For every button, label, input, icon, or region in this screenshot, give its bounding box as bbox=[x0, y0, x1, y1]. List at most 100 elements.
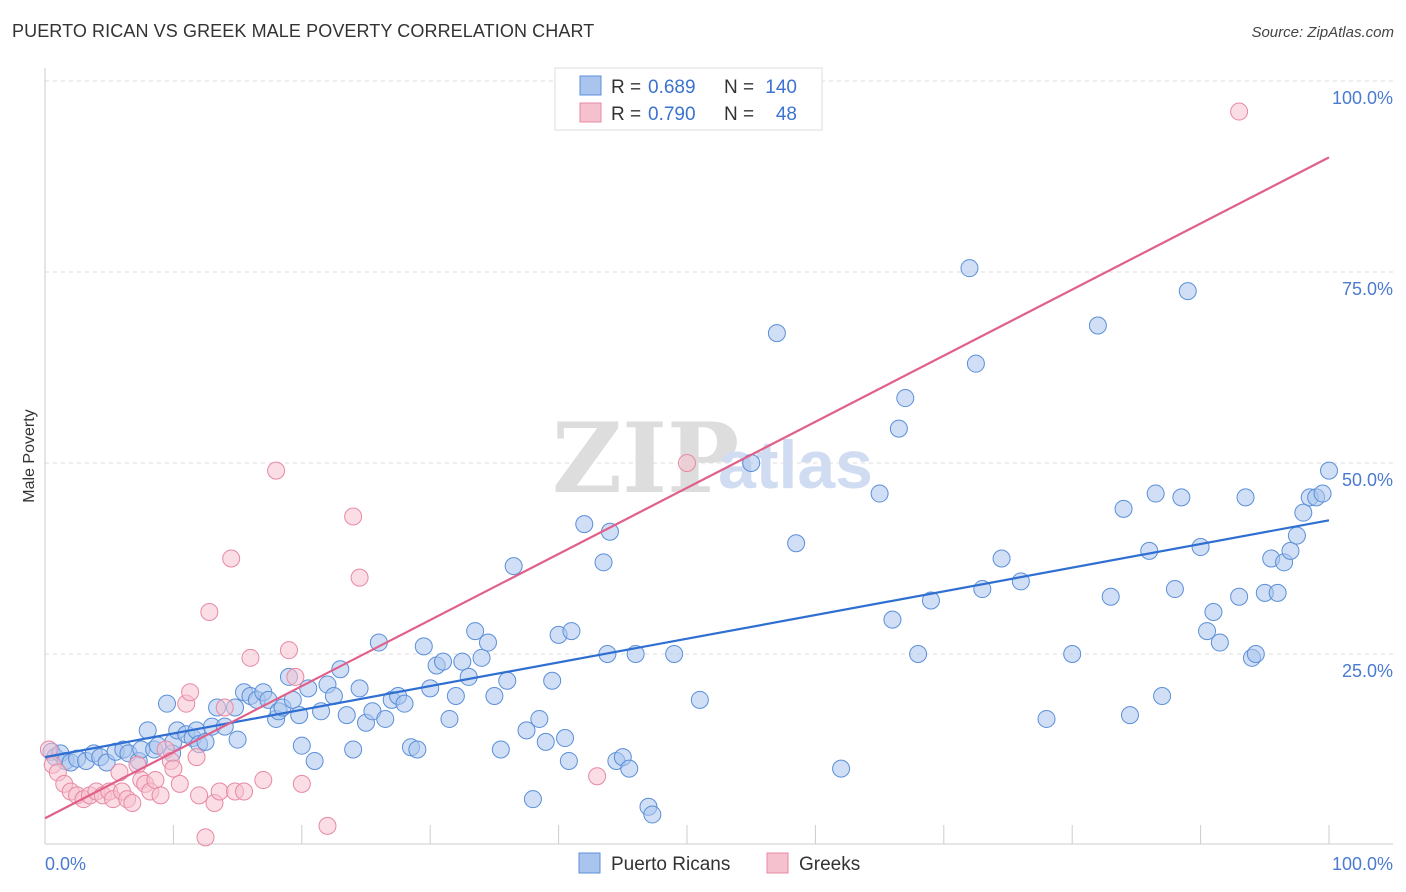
data-point-puerto-ricans bbox=[543, 671, 562, 690]
data-point-puerto-ricans bbox=[1230, 587, 1249, 606]
data-point-puerto-ricans bbox=[966, 354, 985, 373]
x-axis-ticks bbox=[172, 825, 1330, 844]
data-point-puerto-ricans bbox=[453, 652, 472, 671]
legend-n-value: 140 bbox=[765, 77, 797, 98]
data-point-puerto-ricans bbox=[1191, 538, 1210, 557]
data-point-puerto-ricans bbox=[921, 591, 940, 610]
data-point-greeks bbox=[200, 602, 219, 621]
data-point-greeks bbox=[292, 774, 311, 793]
series-legend-swatch-greeks bbox=[766, 852, 789, 874]
watermark-atlas: atlas bbox=[718, 427, 873, 503]
data-point-greeks bbox=[123, 793, 142, 812]
data-point-puerto-ricans bbox=[559, 751, 578, 770]
data-point-puerto-ricans bbox=[1120, 706, 1139, 725]
data-point-greeks bbox=[279, 641, 298, 660]
data-point-greeks bbox=[181, 683, 200, 702]
data-point-puerto-ricans bbox=[491, 740, 510, 759]
data-point-puerto-ricans bbox=[1198, 622, 1217, 641]
series-legend: Puerto Ricans Greeks bbox=[578, 852, 860, 875]
trend-line-puerto-ricans bbox=[44, 519, 1330, 759]
legend-r-label: R = bbox=[611, 104, 641, 125]
data-point-puerto-ricans bbox=[408, 740, 427, 759]
data-point-puerto-ricans bbox=[896, 389, 915, 408]
data-point-puerto-ricans bbox=[478, 633, 497, 652]
data-point-greeks bbox=[151, 786, 170, 805]
data-point-puerto-ricans bbox=[1294, 503, 1313, 522]
data-point-puerto-ricans bbox=[1313, 484, 1332, 503]
data-point-puerto-ricans bbox=[909, 645, 928, 663]
data-point-puerto-ricans bbox=[530, 709, 549, 728]
data-point-puerto-ricans bbox=[960, 259, 979, 278]
data-point-puerto-ricans bbox=[446, 687, 465, 706]
legend-n-label: N = bbox=[724, 77, 754, 98]
data-point-puerto-ricans bbox=[523, 790, 542, 809]
data-point-puerto-ricans bbox=[1101, 587, 1120, 606]
watermark-zip: ZIP bbox=[552, 402, 739, 515]
data-point-greeks bbox=[318, 816, 337, 835]
data-point-puerto-ricans bbox=[498, 671, 517, 690]
data-point-greeks bbox=[190, 786, 209, 805]
y-tick-label: 100.0% bbox=[1332, 88, 1393, 108]
data-point-puerto-ricans bbox=[292, 736, 311, 755]
legend-r-value: 0.689 bbox=[648, 77, 696, 98]
legend-r-label: R = bbox=[611, 77, 641, 98]
data-point-puerto-ricans bbox=[1153, 687, 1172, 706]
data-point-puerto-ricans bbox=[575, 515, 594, 534]
legend-n-label: N = bbox=[724, 104, 754, 125]
data-point-puerto-ricans bbox=[1268, 583, 1287, 602]
data-point-puerto-ricans bbox=[421, 679, 440, 698]
y-tick-label: 75.0% bbox=[1342, 279, 1393, 299]
data-point-greeks bbox=[146, 771, 165, 790]
data-point-puerto-ricans bbox=[350, 679, 369, 698]
data-point-greeks bbox=[196, 828, 215, 847]
data-point-puerto-ricans bbox=[305, 751, 324, 770]
data-point-puerto-ricans bbox=[832, 759, 851, 778]
data-point-greeks bbox=[110, 763, 129, 782]
data-point-greeks bbox=[210, 782, 229, 801]
data-point-puerto-ricans bbox=[1088, 316, 1107, 335]
data-point-puerto-ricans bbox=[1204, 602, 1223, 621]
data-point-puerto-ricans bbox=[690, 690, 709, 709]
legend-r-value: 0.790 bbox=[648, 104, 696, 125]
legend-swatch-greeks bbox=[579, 102, 602, 123]
chart-title: PUERTO RICAN VS GREEK MALE POVERTY CORRE… bbox=[12, 21, 595, 41]
series-legend-label-puerto-ricans: Puerto Ricans bbox=[611, 854, 730, 875]
data-point-puerto-ricans bbox=[536, 732, 555, 751]
data-point-puerto-ricans bbox=[395, 694, 414, 713]
data-point-puerto-ricans bbox=[1146, 484, 1165, 503]
data-point-puerto-ricans bbox=[1178, 282, 1197, 301]
data-point-puerto-ricans bbox=[870, 484, 889, 503]
data-point-puerto-ricans bbox=[665, 645, 684, 663]
data-point-puerto-ricans bbox=[157, 694, 176, 713]
data-point-puerto-ricans bbox=[1287, 526, 1306, 545]
data-point-puerto-ricans bbox=[1140, 541, 1159, 560]
stats-legend: R = 0.689 N = 140 R = 0.790 N = 48 bbox=[554, 67, 823, 131]
data-point-puerto-ricans bbox=[1063, 645, 1082, 663]
data-point-puerto-ricans bbox=[594, 553, 613, 572]
data-point-puerto-ricans bbox=[472, 648, 491, 667]
legend-n-value: 48 bbox=[776, 104, 797, 125]
data-point-greeks bbox=[170, 774, 189, 793]
data-point-puerto-ricans bbox=[517, 721, 536, 740]
data-point-puerto-ricans bbox=[485, 687, 504, 706]
data-point-puerto-ricans bbox=[376, 709, 395, 728]
watermark: ZIP atlas bbox=[552, 402, 873, 515]
x-tick-label-min: 0.0% bbox=[45, 854, 86, 874]
data-point-puerto-ricans bbox=[1165, 580, 1184, 599]
data-point-puerto-ricans bbox=[562, 622, 581, 641]
legend-swatch-puerto-ricans bbox=[579, 75, 602, 96]
data-point-greeks bbox=[588, 767, 607, 786]
data-point-greeks bbox=[241, 648, 260, 667]
data-point-puerto-ricans bbox=[1320, 461, 1338, 480]
data-point-puerto-ricans bbox=[434, 652, 453, 671]
series-legend-swatch-puerto-ricans bbox=[578, 852, 601, 874]
data-point-puerto-ricans bbox=[1246, 645, 1265, 663]
y-tick-label: 50.0% bbox=[1342, 470, 1393, 490]
data-point-puerto-ricans bbox=[344, 740, 363, 759]
data-point-puerto-ricans bbox=[643, 805, 662, 824]
data-point-puerto-ricans bbox=[620, 759, 639, 778]
data-point-puerto-ricans bbox=[504, 557, 523, 576]
data-point-puerto-ricans bbox=[1114, 499, 1133, 518]
data-point-greeks bbox=[222, 549, 241, 568]
data-point-puerto-ricans bbox=[228, 730, 247, 749]
